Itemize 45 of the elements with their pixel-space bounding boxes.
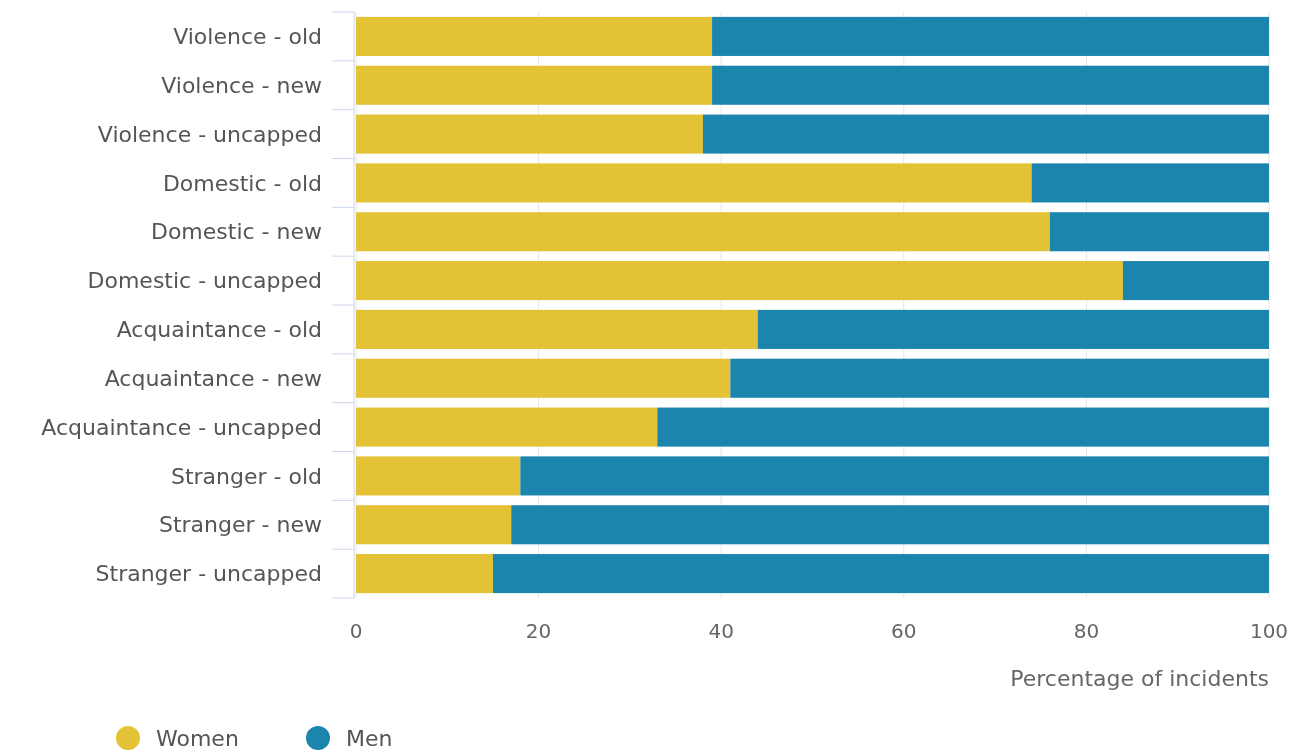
bar (511, 505, 1269, 545)
x-axis-title: Percentage of incidents (1010, 666, 1269, 691)
y-tick-label: Stranger - new (158, 512, 322, 538)
bar (492, 554, 1269, 594)
x-tick-label: 40 (708, 619, 734, 643)
bar (356, 309, 758, 349)
bar (356, 212, 1050, 252)
y-tick-label: Stranger - old (170, 463, 322, 489)
bar (1122, 261, 1269, 301)
bar (1049, 212, 1269, 252)
y-tick-label: Acquaintance - uncapped (41, 414, 322, 440)
bar (712, 65, 1269, 105)
bar (356, 554, 493, 594)
bar (730, 358, 1269, 398)
y-tick-label: Violence - new (161, 72, 322, 98)
y-tick-label: Domestic - old (162, 170, 322, 196)
y-tick-label: Violence - uncapped (97, 121, 322, 147)
y-tick-label: Acquaintance - old (116, 317, 322, 343)
bar (657, 407, 1269, 447)
bar (356, 16, 713, 56)
bar (356, 358, 731, 398)
bar (356, 261, 1123, 301)
x-tick-label: 60 (891, 619, 917, 643)
legend-label: Women (156, 725, 239, 751)
bar (356, 114, 703, 154)
y-tick-label: Violence - old (173, 24, 322, 50)
bar (1031, 163, 1269, 203)
bar (712, 16, 1269, 56)
bar (520, 456, 1269, 496)
x-tick-label: 80 (1073, 619, 1100, 643)
y-tick-label: Domestic - uncapped (87, 268, 322, 294)
x-tick-label: 0 (349, 619, 363, 643)
y-tick-label: Stranger - uncapped (95, 561, 322, 587)
bar (757, 309, 1269, 349)
legend-label: Men (346, 725, 393, 751)
bar (356, 456, 521, 496)
bar (356, 407, 658, 447)
y-tick-label: Domestic - new (150, 219, 322, 245)
bar (356, 163, 1032, 203)
x-tick-label: 100 (1249, 619, 1289, 643)
x-tick-label: 20 (525, 619, 552, 643)
bar (702, 114, 1269, 154)
bar (356, 505, 512, 545)
y-tick-label: Acquaintance - new (104, 365, 322, 391)
bar (356, 65, 713, 105)
